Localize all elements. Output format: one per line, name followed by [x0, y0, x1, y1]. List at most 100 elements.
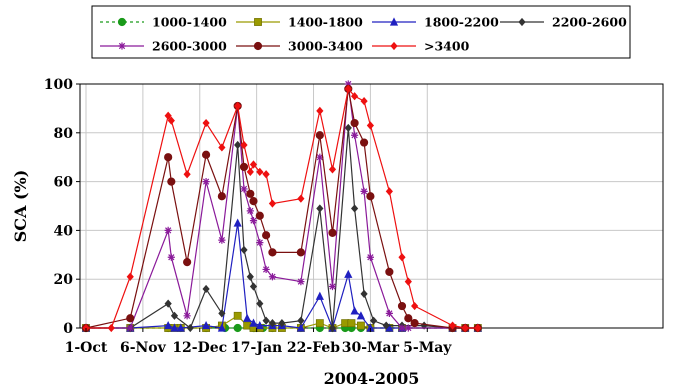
- data-point: [315, 319, 324, 328]
- data-point: [262, 316, 270, 325]
- data-point: [262, 265, 270, 274]
- legend-item: 2200-2600: [500, 15, 627, 30]
- series-6: [82, 84, 482, 333]
- x-tick-label: 5-May: [403, 340, 452, 356]
- data-point: [167, 177, 176, 186]
- data-point: [344, 80, 352, 88]
- data-point: [297, 278, 305, 286]
- legend-item: >3400: [372, 39, 470, 54]
- x-tick-label: 12-Dec: [172, 340, 227, 356]
- data-point: [183, 312, 191, 320]
- data-point: [240, 140, 248, 150]
- legend-marker: [389, 17, 399, 26]
- data-point: [385, 323, 394, 332]
- data-point: [350, 306, 359, 315]
- data-point: [350, 118, 359, 128]
- data-point: [126, 272, 134, 281]
- data-point: [296, 248, 305, 257]
- legend-label: 3000-3400: [288, 39, 363, 54]
- data-point: [360, 187, 368, 195]
- data-point: [316, 153, 324, 161]
- data-point: [234, 140, 242, 150]
- data-point: [461, 323, 469, 333]
- data-point: [328, 165, 337, 174]
- data-point: [356, 311, 366, 320]
- data-point: [256, 167, 264, 176]
- data-point: [296, 323, 305, 332]
- legend-label: 2600-3000: [152, 39, 227, 54]
- data-point: [316, 106, 324, 115]
- data-point: [170, 323, 179, 332]
- data-point: [344, 269, 353, 278]
- data-point: [164, 153, 173, 162]
- data-point: [344, 123, 352, 133]
- data-point: [268, 319, 277, 328]
- y-tick-label: 100: [44, 77, 73, 93]
- y-tick-label: 40: [54, 223, 74, 239]
- data-point: [366, 253, 374, 261]
- data-point: [246, 272, 254, 281]
- data-point: [366, 323, 375, 332]
- series-4: [82, 80, 482, 332]
- data-point: [255, 211, 264, 220]
- legend-marker: [118, 42, 126, 50]
- data-point: [218, 236, 226, 244]
- data-point: [234, 101, 242, 111]
- data-point: [366, 192, 375, 201]
- series-line: [86, 223, 478, 330]
- data-point: [246, 167, 254, 176]
- data-point: [360, 289, 368, 298]
- data-point: [183, 170, 191, 179]
- series-5: [81, 84, 482, 333]
- x-tick-label: 1-Oct: [65, 340, 108, 356]
- legend-item: 1800-2200: [372, 15, 499, 30]
- legend-label: 1000-1400: [152, 15, 227, 30]
- legend-item: 2600-3000: [100, 39, 227, 54]
- data-point: [233, 218, 242, 227]
- data-point: [366, 121, 374, 130]
- legend-label: 1400-1800: [288, 15, 363, 30]
- data-point: [351, 131, 359, 139]
- data-point: [218, 143, 226, 152]
- data-point: [410, 319, 419, 328]
- data-point: [126, 324, 134, 332]
- data-point: [328, 323, 337, 333]
- data-point: [233, 311, 242, 320]
- series-2: [81, 218, 482, 332]
- legend-box: [91, 5, 631, 59]
- y-tick-label: 60: [54, 175, 74, 191]
- data-point: [249, 160, 258, 169]
- data-point: [398, 324, 406, 332]
- data-point: [268, 273, 277, 281]
- x-tick-label: 30-Mar: [342, 340, 400, 356]
- data-point: [249, 318, 258, 327]
- x-tick-label: 6-Nov: [120, 340, 167, 356]
- legend-label: 1800-2200: [424, 15, 499, 30]
- data-point: [249, 282, 258, 291]
- data-point: [176, 323, 185, 332]
- data-point: [315, 291, 324, 300]
- data-point: [256, 239, 264, 247]
- data-point: [246, 189, 255, 198]
- data-point: [202, 118, 210, 128]
- data-point: [404, 314, 413, 323]
- legend-marker: [117, 17, 127, 27]
- legend-marker: [253, 41, 263, 51]
- data-point: [404, 324, 412, 332]
- data-point: [268, 199, 277, 208]
- data-point: [278, 319, 286, 328]
- legend-label: 2200-2600: [552, 15, 627, 30]
- data-point: [397, 301, 407, 311]
- series-line: [86, 127, 478, 329]
- legend-marker: [254, 18, 262, 26]
- data-point: [398, 253, 406, 262]
- data-point: [411, 301, 419, 311]
- data-point: [328, 228, 337, 237]
- y-tick-label: 0: [63, 321, 73, 337]
- data-point: [328, 282, 337, 291]
- data-point: [385, 309, 393, 317]
- data-point: [316, 204, 324, 213]
- data-point: [239, 162, 249, 172]
- data-point: [347, 319, 356, 328]
- data-point: [448, 321, 457, 330]
